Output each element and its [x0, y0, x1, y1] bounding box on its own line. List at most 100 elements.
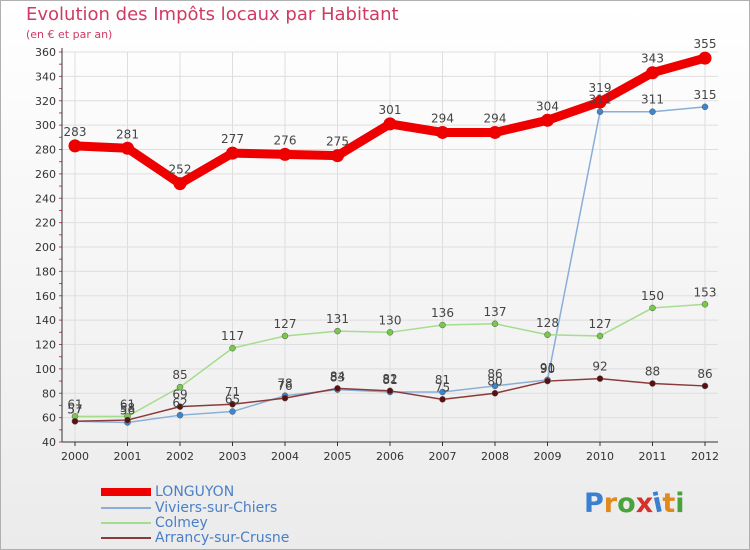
- data-label-viviers-sur-chiers: 86: [487, 367, 502, 381]
- data-point-colmey: [229, 344, 236, 352]
- data-label-colmey: 127: [589, 317, 612, 331]
- logo-letter: i: [675, 488, 685, 519]
- data-label-arrancy-sur-crusne: 71: [225, 385, 240, 399]
- data-point-longuyon: [488, 125, 502, 139]
- data-point-colmey: [334, 327, 341, 335]
- data-label-viviers-sur-chiers: 81: [382, 373, 397, 387]
- legend-label: Viviers-sur-Chiers: [155, 500, 278, 516]
- logo-letter: P: [584, 488, 604, 519]
- data-label-colmey: 131: [326, 312, 349, 326]
- data-label-longuyon: 277: [221, 132, 244, 146]
- proxiti-logo: Proxiti: [584, 487, 685, 519]
- data-point-arrancy-sur-crusne: [596, 375, 604, 382]
- data-label-colmey: 127: [274, 317, 297, 331]
- y-tick-label: 140: [35, 314, 56, 327]
- data-label-arrancy-sur-crusne: 69: [172, 388, 187, 402]
- data-label-colmey: 117: [221, 329, 244, 343]
- logo-letter: t: [662, 488, 676, 519]
- x-tick-label: 2008: [481, 450, 509, 463]
- legend-label: Colmey: [155, 515, 208, 531]
- legend-swatch: [101, 522, 151, 524]
- y-tick-label: 40: [42, 436, 56, 449]
- data-point-arrancy-sur-crusne: [544, 377, 551, 385]
- data-point-arrancy-sur-crusne: [71, 418, 79, 425]
- logo-letter: x: [635, 488, 654, 519]
- data-label-viviers-sur-chiers: 315: [694, 88, 717, 102]
- data-point-arrancy-sur-crusne: [124, 416, 131, 424]
- data-label-viviers-sur-chiers: 311: [641, 93, 664, 107]
- data-point-longuyon: [698, 51, 712, 65]
- data-label-longuyon: 301: [379, 103, 402, 117]
- data-label-longuyon: 275: [326, 135, 349, 149]
- data-label-colmey: 128: [536, 316, 559, 330]
- data-label-longuyon: 294: [484, 111, 507, 125]
- data-point-viviers-sur-chiers: [649, 108, 656, 115]
- data-label-longuyon: 283: [64, 125, 87, 139]
- data-point-colmey: [439, 321, 446, 329]
- data-label-colmey: 61: [120, 397, 135, 411]
- data-label-viviers-sur-chiers: 62: [172, 396, 187, 410]
- data-point-arrancy-sur-crusne: [649, 380, 656, 387]
- x-tick-label: 2000: [61, 450, 89, 463]
- data-point-viviers-sur-chiers: [491, 382, 499, 390]
- legend-swatch: [101, 488, 151, 496]
- data-label-arrancy-sur-crusne: 58: [120, 401, 135, 415]
- data-point-viviers-sur-chiers: [596, 108, 604, 115]
- y-tick-label: 120: [35, 339, 56, 352]
- y-tick-label: 60: [42, 412, 56, 425]
- data-label-arrancy-sur-crusne: 80: [487, 374, 502, 388]
- x-tick-label: 2006: [376, 450, 404, 463]
- y-tick-label: 340: [35, 70, 56, 83]
- data-label-colmey: 61: [67, 397, 82, 411]
- data-label-colmey: 153: [694, 285, 717, 299]
- x-tick-label: 2011: [639, 450, 667, 463]
- chart-title: Evolution des Impôts locaux par Habitant: [26, 4, 399, 25]
- data-label-viviers-sur-chiers: 65: [225, 393, 240, 407]
- data-label-arrancy-sur-crusne: 90: [540, 362, 555, 376]
- data-point-longuyon: [383, 117, 397, 131]
- data-label-longuyon: 304: [536, 99, 559, 113]
- y-tick-label: 320: [35, 95, 56, 108]
- data-point-colmey: [176, 383, 184, 391]
- data-point-colmey: [281, 332, 289, 340]
- data-point-viviers-sur-chiers: [439, 388, 446, 396]
- data-point-arrancy-sur-crusne: [491, 390, 499, 397]
- logo-letter: o: [617, 488, 636, 519]
- data-point-viviers-sur-chiers: [229, 408, 236, 415]
- data-label-viviers-sur-chiers: 311: [589, 93, 612, 107]
- data-point-arrancy-sur-crusne: [334, 385, 341, 392]
- legend-swatch: [101, 507, 151, 509]
- data-point-colmey: [596, 332, 604, 340]
- data-point-arrancy-sur-crusne: [229, 400, 236, 408]
- y-tick-label: 160: [35, 290, 56, 303]
- y-tick-label: 240: [35, 192, 56, 205]
- data-point-colmey: [491, 320, 499, 328]
- y-tick-label: 200: [35, 241, 56, 254]
- data-label-viviers-sur-chiers: 91: [540, 361, 555, 375]
- data-label-arrancy-sur-crusne: 92: [592, 360, 607, 374]
- data-label-arrancy-sur-crusne: 86: [697, 367, 712, 381]
- x-tick-label: 2003: [219, 450, 247, 463]
- data-label-longuyon: 276: [274, 133, 297, 147]
- y-tick-label: 280: [35, 144, 56, 157]
- data-label-viviers-sur-chiers: 56: [120, 404, 135, 418]
- data-point-viviers-sur-chiers: [701, 103, 709, 111]
- data-label-viviers-sur-chiers: 81: [435, 373, 450, 387]
- data-label-longuyon: 343: [641, 52, 664, 66]
- data-point-longuyon: [646, 66, 659, 80]
- legend-item: Arrancy-sur-Crusne: [101, 530, 289, 546]
- data-point-longuyon: [68, 139, 82, 153]
- data-label-longuyon: 281: [116, 127, 139, 141]
- x-tick-label: 2012: [691, 450, 719, 463]
- data-label-colmey: 130: [379, 313, 402, 327]
- data-label-longuyon: 252: [169, 163, 192, 177]
- y-tick-label: 260: [35, 168, 56, 181]
- data-point-colmey: [701, 301, 709, 308]
- y-tick-label: 100: [35, 363, 56, 376]
- chart-subtitle: (en € et par an): [26, 28, 113, 41]
- legend-label: Arrancy-sur-Crusne: [155, 530, 290, 546]
- data-point-arrancy-sur-crusne: [281, 394, 289, 402]
- data-label-colmey: 137: [484, 305, 507, 319]
- data-label-viviers-sur-chiers: 78: [277, 377, 292, 391]
